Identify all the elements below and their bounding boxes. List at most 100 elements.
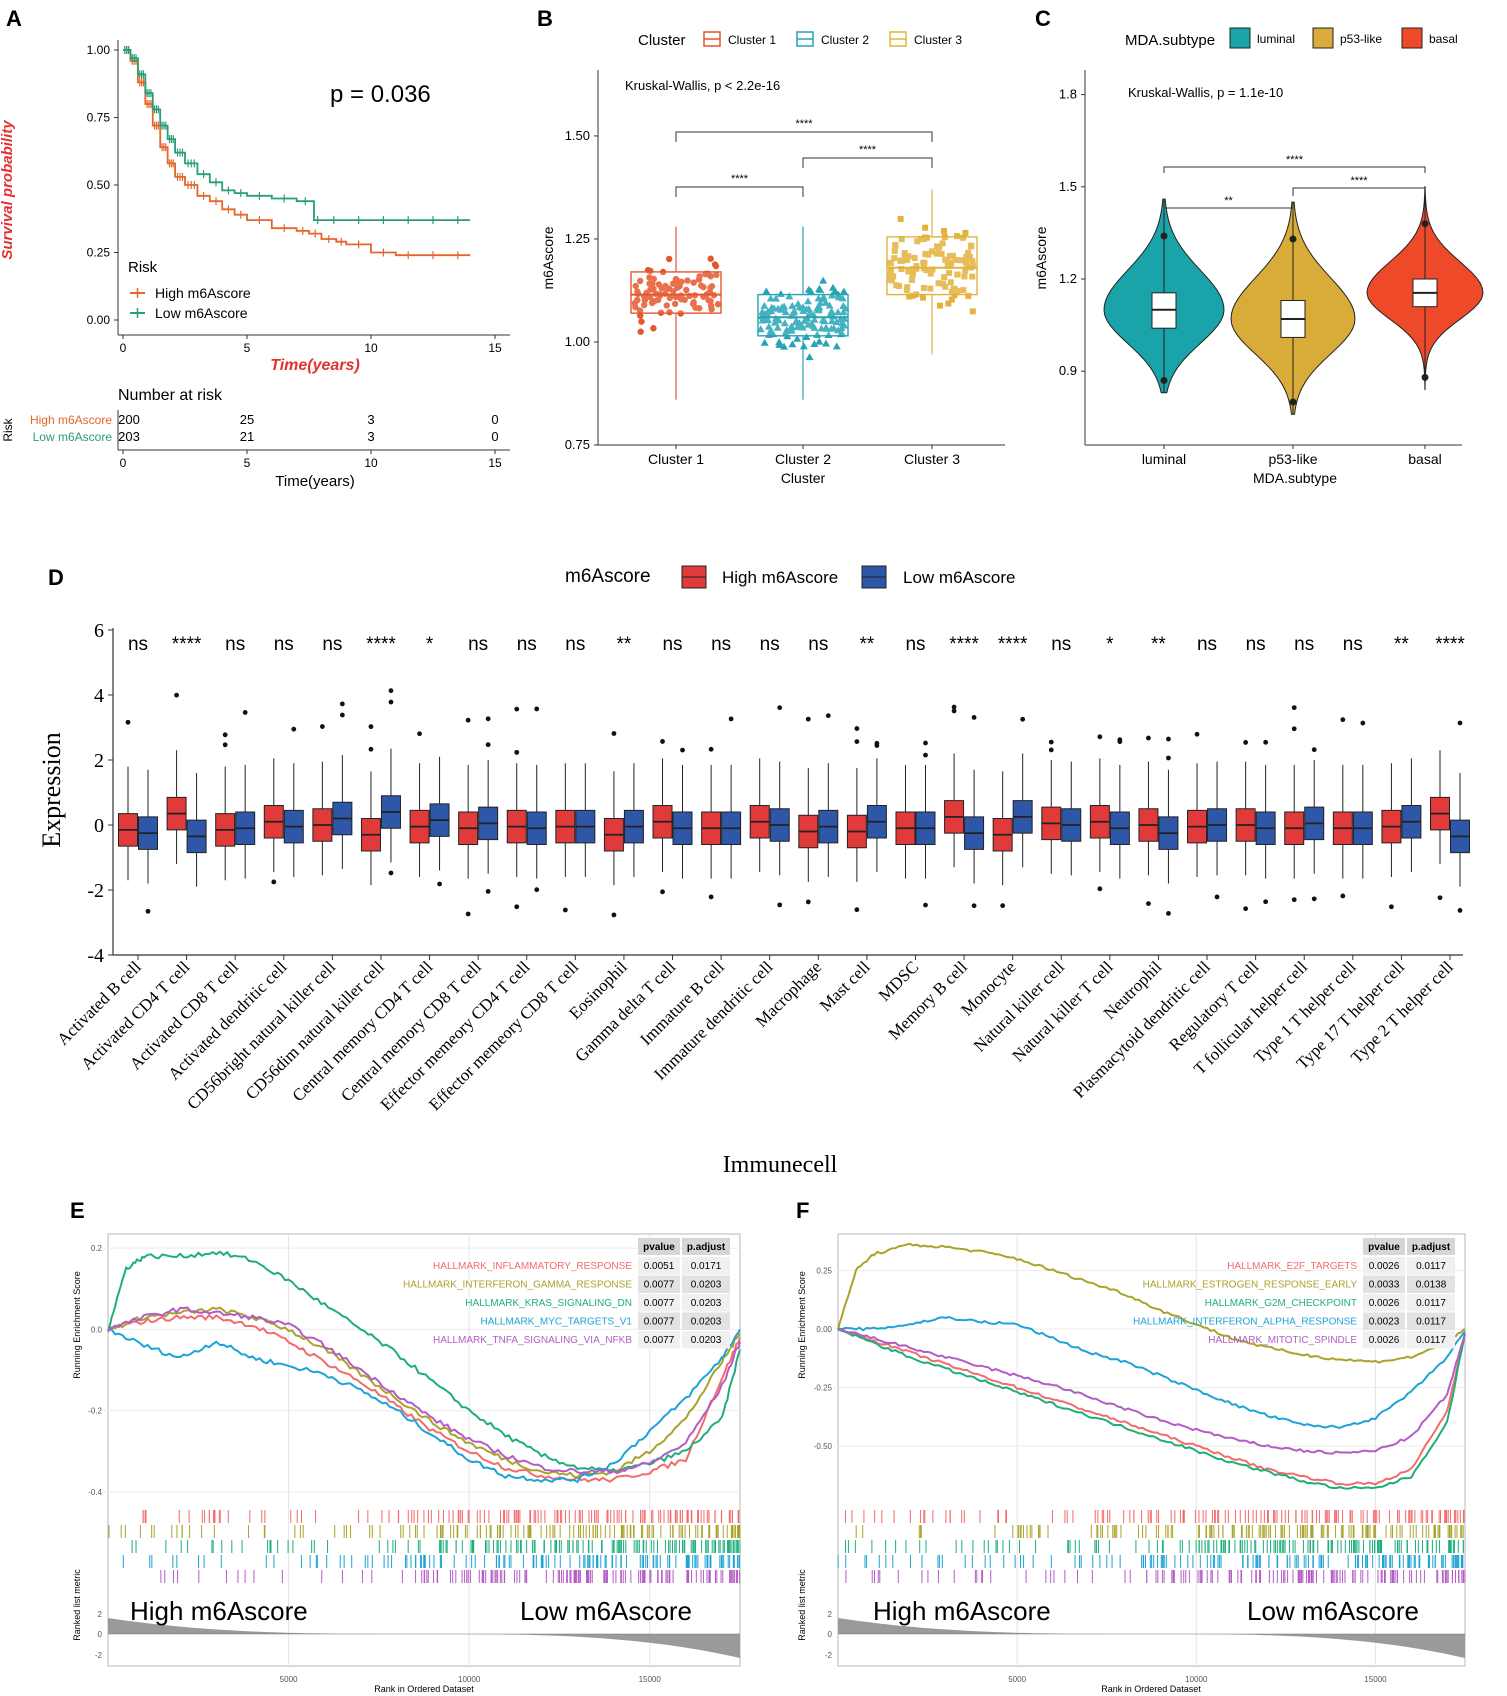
b-point <box>829 324 838 332</box>
gsea-metric-tick: 0 <box>828 1630 833 1639</box>
b-point <box>887 267 894 274</box>
b-test-label: Kruskal-Wallis, p < 2.2e-16 <box>625 78 780 93</box>
b-point <box>800 316 809 324</box>
b-point <box>714 300 722 308</box>
km-x-tick-label: 0 <box>120 341 127 355</box>
d-y-tick-label: 0 <box>94 815 104 837</box>
km-legend-low-label: Low m6Ascore <box>155 305 248 321</box>
panel-b-boxplot: Cluster Cluster 1 Cluster 2 Cluster 3 Krus… <box>540 31 1005 486</box>
d-sig-label: ns <box>1051 634 1071 655</box>
b-legend-title: Cluster <box>638 32 686 49</box>
gsea-table-header-bg <box>1407 1238 1455 1255</box>
b-point <box>826 310 835 318</box>
d-outlier <box>562 907 568 913</box>
b-point <box>665 255 673 263</box>
gsea-p-adjust: 0.0138 <box>1416 1280 1447 1291</box>
b-point <box>713 271 720 279</box>
d-sig-label: ns <box>565 634 585 655</box>
c-legend-label: basal <box>1429 32 1458 46</box>
b-point <box>951 286 958 293</box>
d-outlier <box>923 752 928 758</box>
b-point <box>965 249 972 256</box>
d-sig-label: ns <box>1246 634 1266 655</box>
b-point <box>933 250 940 257</box>
b-sig-label: **** <box>795 118 813 130</box>
d-outlier <box>1457 720 1463 726</box>
e-metric-label: Ranked list metric <box>72 1569 82 1641</box>
b-point <box>936 302 943 309</box>
d-x-tick-label: MDSC <box>875 957 923 1005</box>
b-point <box>906 293 913 300</box>
b-point <box>634 296 641 304</box>
d-y-tick-label: 6 <box>94 620 104 642</box>
gsea-pvalue: 0.0023 <box>1369 1317 1400 1328</box>
risk-x-tick-label: 0 <box>120 456 127 470</box>
b-point <box>674 284 681 292</box>
c-legend-title: MDA.subtype <box>1125 32 1215 49</box>
c-sig-bracket <box>1292 187 1426 196</box>
km-p-value: p = 0.036 <box>330 81 431 108</box>
risk-table-x-label: Time(years) <box>275 473 354 490</box>
c-outlier <box>1421 373 1429 381</box>
c-legend-key <box>1401 27 1423 49</box>
gsea-ranked-metric-area <box>108 1618 740 1658</box>
d-sig-label: * <box>426 634 434 655</box>
d-outlier <box>388 699 394 705</box>
b-point <box>669 280 677 287</box>
b-point <box>712 262 720 270</box>
gsea-pvalue: 0.0077 <box>644 1298 675 1309</box>
gsea-table-cell-bg <box>638 1257 680 1275</box>
d-sig-label: ns <box>322 634 342 655</box>
b-point <box>821 298 830 306</box>
d-sig-label: ns <box>468 634 488 655</box>
d-outlier <box>485 716 491 722</box>
d-outlier <box>971 714 977 720</box>
b-y-tick-label: 1.50 <box>565 128 590 143</box>
d-outlier <box>1048 747 1054 753</box>
c-test-label: Kruskal-Wallis, p = 1.1e-10 <box>1128 85 1283 100</box>
b-legend-label: Cluster 1 <box>728 33 776 47</box>
gsea-curve <box>837 1326 1466 1487</box>
b-box <box>757 293 849 337</box>
b-point <box>708 305 715 313</box>
d-outlier <box>388 688 394 694</box>
gsea-pvalue: 0.0026 <box>1369 1335 1400 1346</box>
d-outlier <box>854 726 860 731</box>
km-x-tick-label: 5 <box>244 341 251 355</box>
d-outlier <box>1117 737 1123 743</box>
gsea-gene-set-name: HALLMARK_KRAS_SIGNALING_DN <box>465 1298 632 1309</box>
b-point <box>934 243 941 250</box>
b-point <box>781 329 790 337</box>
b-point <box>790 307 799 315</box>
b-point <box>908 276 915 283</box>
d-outlier <box>1166 755 1171 761</box>
risk-row-label: Low m6Ascore <box>33 430 113 444</box>
b-y-tick-label: 1.25 <box>565 231 590 246</box>
risk-table-title: Number at risk <box>118 387 223 404</box>
gsea-gene-set-name: HALLMARK_INFLAMMATORY_RESPONSE <box>433 1261 632 1272</box>
gsea-table-cell-bg <box>1407 1331 1455 1349</box>
b-point <box>947 279 954 286</box>
b-point <box>806 287 815 295</box>
d-outlier <box>1340 893 1346 899</box>
b-point <box>666 294 674 302</box>
km-y-tick-label: 1.00 <box>87 43 111 57</box>
gsea-gene-set-name: HALLMARK_ESTROGEN_RESPONSE_EARLY <box>1143 1280 1358 1291</box>
c-x-tick-label: p53-like <box>1268 451 1317 467</box>
c-y-tick-label: 1.8 <box>1059 87 1077 102</box>
b-point <box>897 215 904 222</box>
d-outlier <box>174 692 179 698</box>
d-y-tick-label: -2 <box>87 880 104 902</box>
d-outlier <box>777 705 783 711</box>
d-outlier <box>805 899 811 905</box>
c-sig-bracket <box>1163 166 1426 173</box>
d-outlier <box>1291 705 1297 711</box>
b-point <box>836 315 845 323</box>
b-point <box>969 273 976 280</box>
b-point <box>650 275 657 283</box>
b-point <box>760 301 769 309</box>
gsea-table-cell-bg <box>638 1312 680 1330</box>
b-point <box>920 294 927 301</box>
panel-letter-a: A <box>6 6 22 31</box>
b-point <box>909 271 916 278</box>
